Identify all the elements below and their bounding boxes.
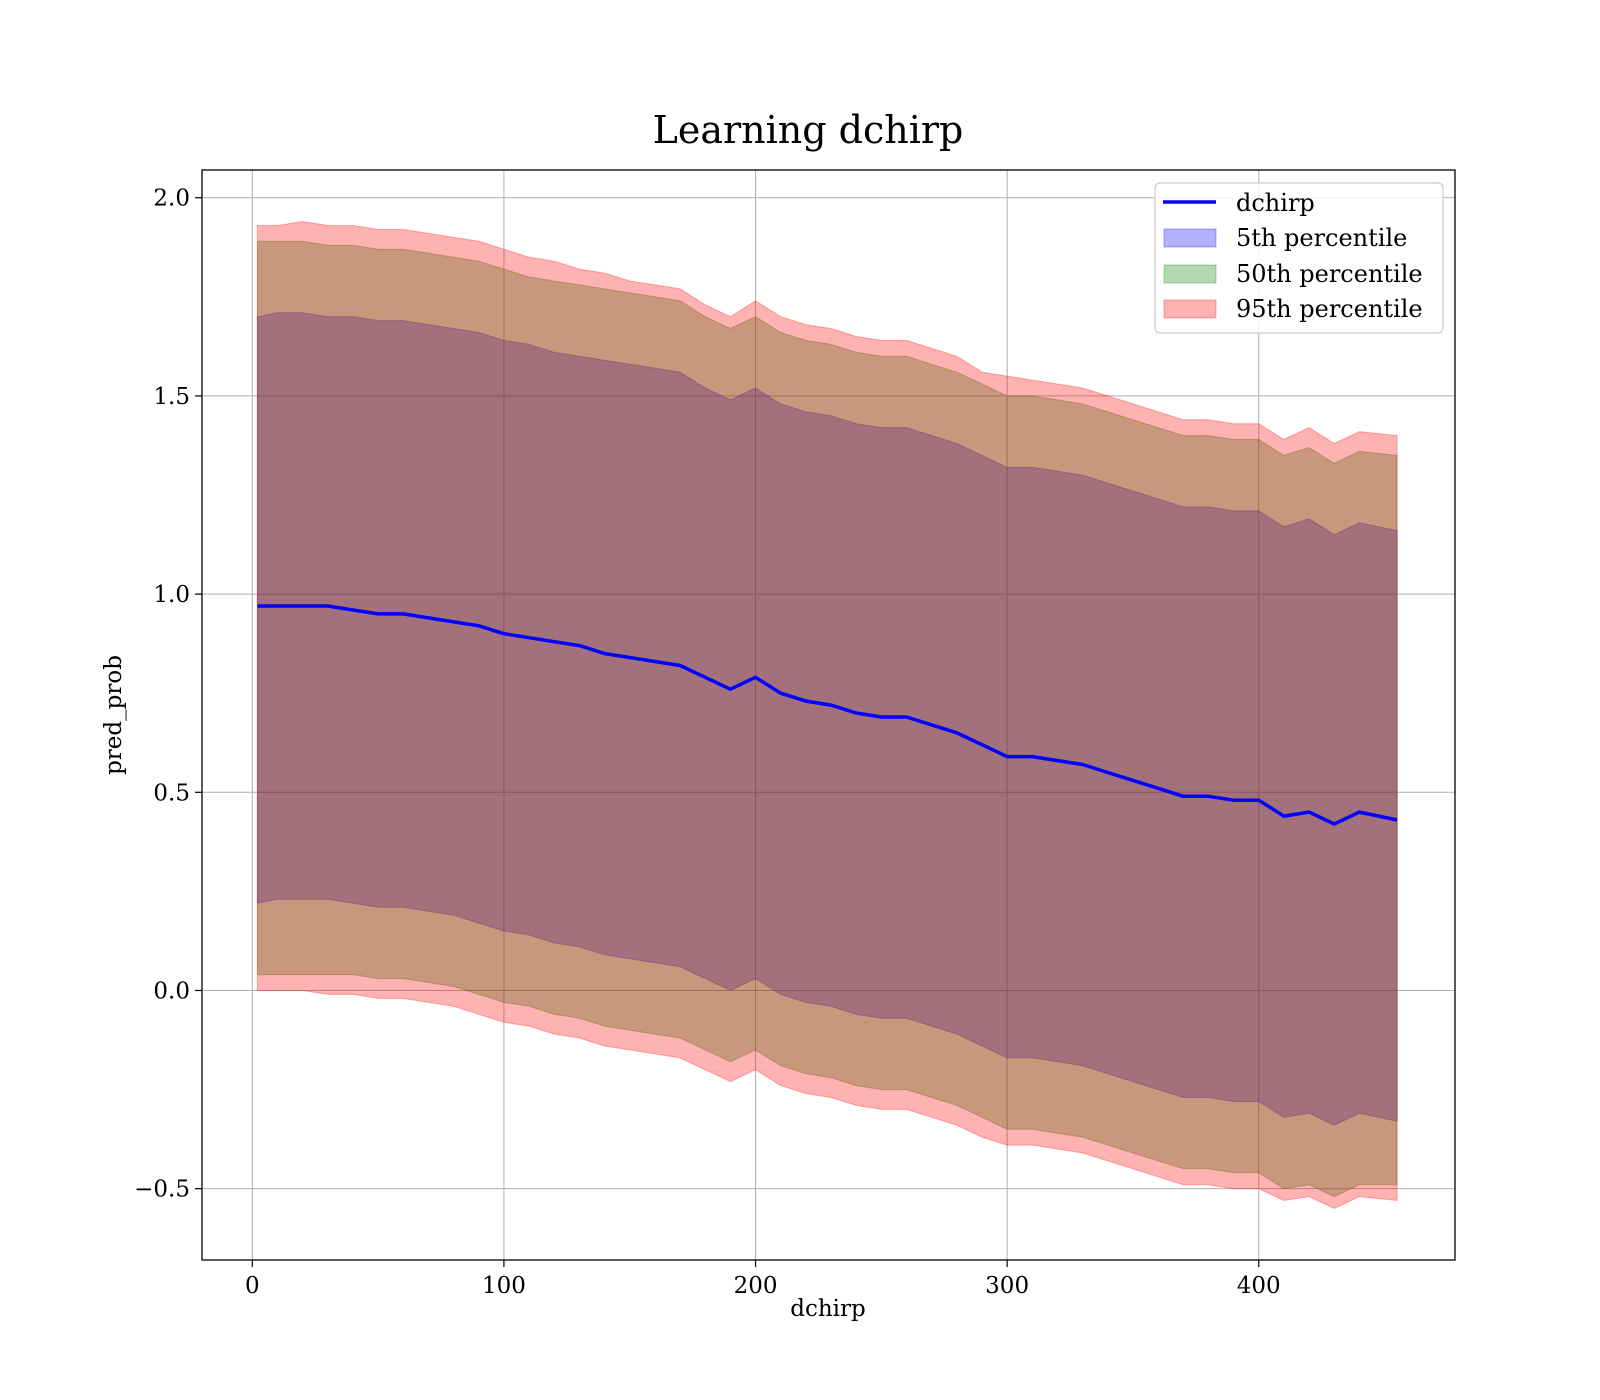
legend-swatch-50th — [1163, 264, 1217, 284]
legend-label-95th: 95th percentile — [1236, 295, 1423, 323]
y-tick-labels: −0.5 0.0 0.5 1.0 1.5 2.0 — [134, 186, 190, 1203]
y-tick-label: 2.0 — [153, 186, 190, 212]
y-tick-label: 1.5 — [153, 384, 190, 410]
plot-background — [202, 170, 1455, 1260]
legend-label-line: dchirp — [1236, 189, 1315, 217]
x-tick-label: 100 — [482, 1273, 526, 1299]
band-95th-percentile — [256, 220, 1398, 1210]
legend-swatch-95th — [1163, 299, 1217, 319]
grid — [202, 170, 1455, 1260]
percentile-bands — [256, 220, 1398, 1210]
plot-area — [202, 170, 1455, 1260]
legend-swatch-5th — [1163, 228, 1217, 248]
x-tick-label: 200 — [734, 1273, 778, 1299]
x-tick-label: 0 — [245, 1273, 260, 1299]
plot-frame — [201, 169, 1456, 1261]
series-lines — [257, 604, 1398, 826]
x-tick-label: 400 — [1237, 1273, 1281, 1299]
y-tick-label: 0.5 — [153, 780, 190, 806]
x-axis-label: dchirp — [790, 1296, 866, 1322]
y-axis-label: pred_prob — [101, 655, 127, 775]
line-dchirp — [257, 604, 1398, 826]
y-tick-label: −0.5 — [134, 1177, 190, 1203]
x-tick-label: 300 — [985, 1273, 1029, 1299]
legend: dchirp 5th percentile 50th percentile 95… — [1154, 182, 1444, 334]
y-tick-label: 0.0 — [153, 978, 190, 1004]
legend-box — [1154, 182, 1444, 334]
y-tick-label: 1.0 — [153, 582, 190, 608]
band-50th-percentile — [256, 240, 1398, 1198]
legend-label-50th: 50th percentile — [1236, 260, 1423, 288]
axis-ticks — [195, 197, 1260, 1267]
x-tick-labels: 0 100 200 300 400 — [245, 1273, 1281, 1299]
chart-title: Learning dchirp — [653, 108, 964, 152]
legend-label-5th: 5th percentile — [1236, 224, 1407, 252]
band-5th-percentile — [256, 312, 1398, 1126]
